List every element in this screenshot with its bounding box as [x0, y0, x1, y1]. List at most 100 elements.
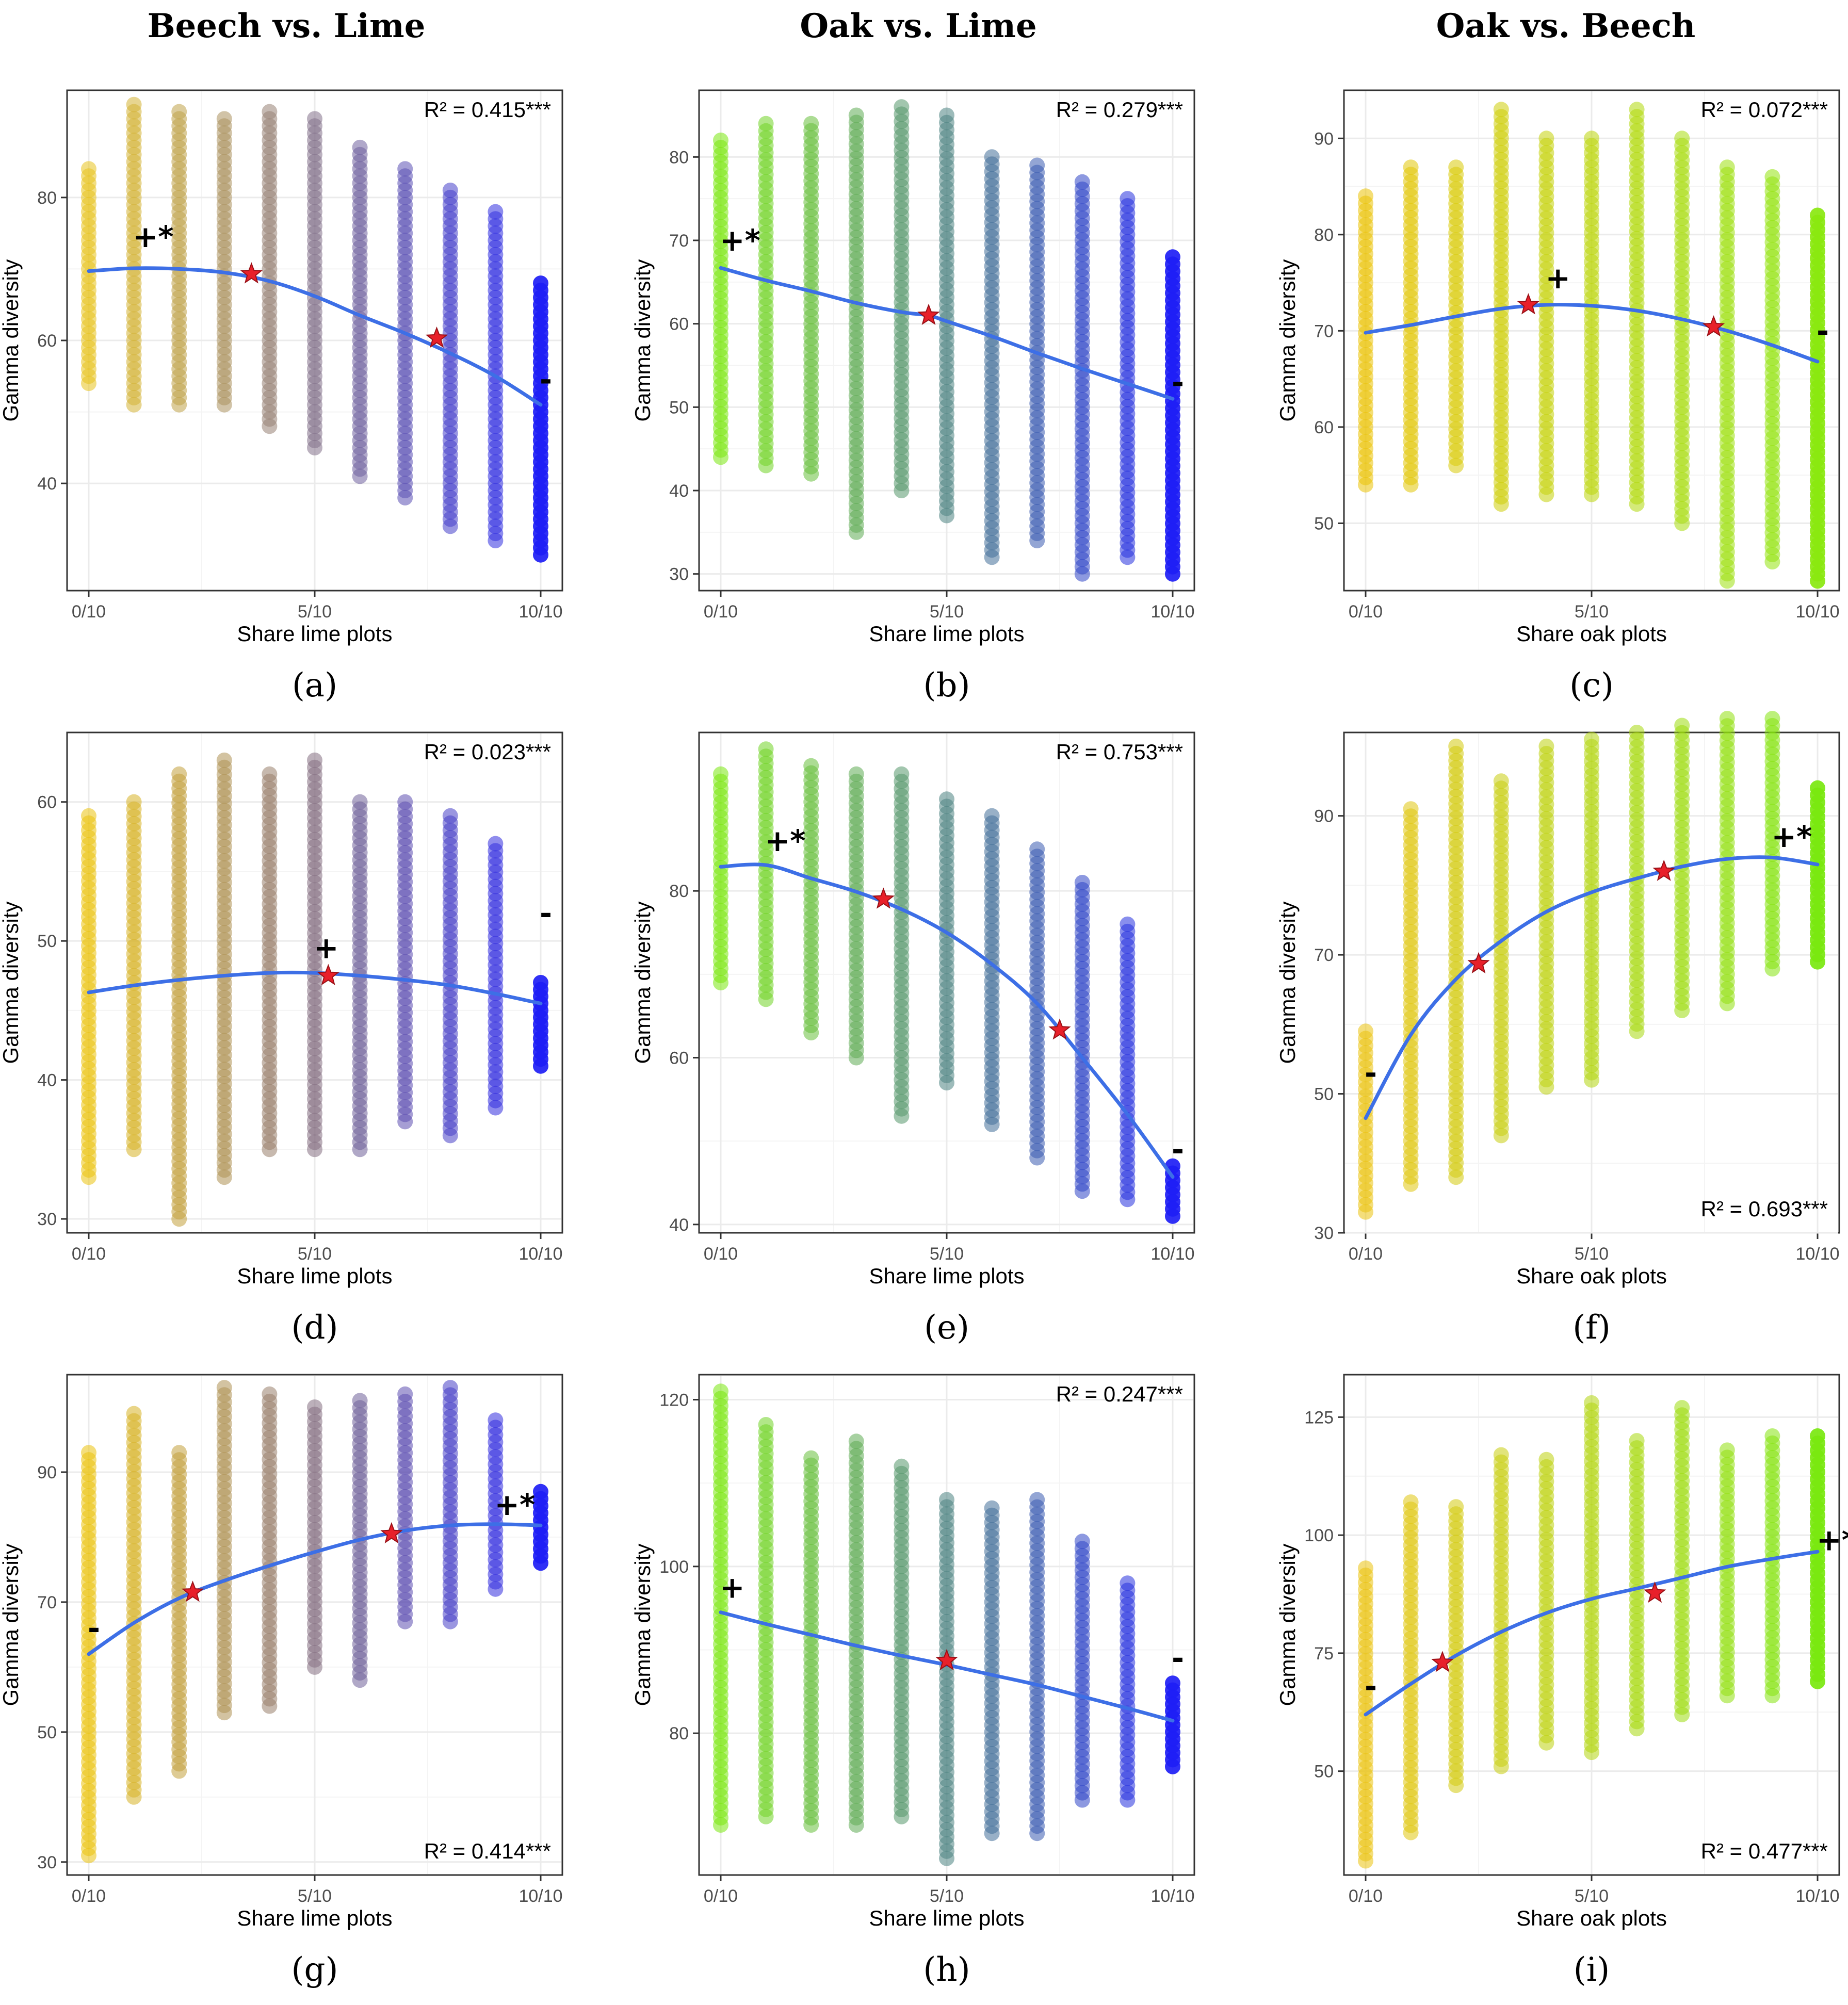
star-marker	[1467, 952, 1490, 974]
data-point	[1029, 533, 1045, 548]
panel-label-g: (g)	[291, 1951, 338, 1989]
y-tick-label: 125	[1304, 1408, 1334, 1427]
r-squared-label: R² = 0.414***	[424, 1839, 551, 1863]
point-column-9	[1764, 711, 1780, 977]
x-axis-label: Share oak plots	[1516, 1264, 1667, 1288]
point-column-9	[1764, 169, 1780, 569]
point-column-6	[984, 808, 1000, 1132]
data-point	[1074, 1183, 1090, 1199]
point-column-2	[803, 116, 819, 482]
point-column-0	[1358, 1560, 1373, 1869]
data-point	[171, 1763, 187, 1779]
y-tick-label: 80	[669, 882, 689, 901]
point-column-1	[126, 96, 142, 413]
panel-label-b: (b)	[923, 666, 970, 705]
x-tick-label: 10/10	[1150, 1244, 1194, 1264]
point-column-8	[442, 808, 458, 1144]
y-tick-label: 50	[1314, 1085, 1334, 1104]
point-column-4	[894, 766, 910, 1124]
data-point	[1493, 496, 1509, 512]
point-column-6	[1629, 725, 1645, 1039]
data-point	[533, 547, 548, 563]
point-column-0	[713, 133, 728, 465]
data-point	[352, 1672, 368, 1688]
data-point	[1074, 566, 1090, 582]
point-column-7	[1674, 131, 1690, 531]
significance-marker: +*	[765, 823, 806, 858]
point-column-0	[1358, 188, 1373, 493]
data-point	[1074, 1792, 1090, 1808]
y-axis-label: Gamma diversity	[1275, 1543, 1300, 1706]
y-tick-label: 40	[669, 1215, 689, 1235]
point-column-0	[713, 766, 728, 990]
data-point	[1538, 1079, 1554, 1095]
point-column-6	[1629, 102, 1645, 512]
column-title-oak-vs-lime: Oak vs. Lime	[800, 7, 1036, 45]
point-column-3	[216, 1380, 232, 1721]
data-point	[1493, 1128, 1509, 1144]
significance-marker: -	[540, 362, 552, 397]
data-point	[984, 1116, 1000, 1132]
data-point	[1165, 566, 1180, 582]
significance-marker: -	[1172, 1132, 1184, 1167]
point-column-1	[1403, 1494, 1419, 1840]
data-point	[1120, 1192, 1136, 1208]
data-point	[171, 397, 187, 413]
data-point	[713, 449, 728, 465]
data-point	[442, 518, 458, 534]
point-column-8	[1719, 159, 1735, 589]
point-column-10	[1165, 249, 1180, 582]
y-tick-label: 90	[1314, 807, 1334, 826]
point-column-5	[307, 1399, 322, 1675]
data-point	[352, 1142, 368, 1158]
point-column-10	[1810, 1428, 1825, 1689]
point-column-10	[533, 975, 548, 1074]
point-column-7	[1029, 1492, 1045, 1841]
x-tick-label: 0/10	[72, 1244, 106, 1264]
data-point	[1674, 515, 1690, 531]
star-marker	[1517, 293, 1540, 315]
star-marker	[935, 1649, 958, 1670]
star-marker	[317, 964, 339, 985]
x-tick-label: 5/10	[930, 1244, 964, 1264]
x-tick-label: 10/10	[1795, 602, 1839, 622]
point-column-4	[262, 104, 278, 434]
point-column-6	[984, 149, 1000, 565]
data-point	[758, 458, 774, 474]
data-point	[488, 1581, 504, 1597]
point-column-10	[1165, 1158, 1180, 1224]
fit-curve	[719, 266, 1175, 401]
point-column-3	[848, 766, 864, 1066]
x-axis-label: Share lime plots	[237, 622, 392, 646]
data-point	[1584, 486, 1599, 502]
data-point	[1165, 1758, 1180, 1774]
x-tick-label: 5/10	[1575, 1244, 1609, 1264]
x-axis-label: Share lime plots	[869, 1906, 1024, 1930]
y-tick-label: 30	[1314, 1224, 1334, 1243]
data-point	[984, 549, 1000, 565]
y-tick-label: 50	[37, 1723, 57, 1742]
y-tick-label: 30	[669, 565, 689, 584]
data-point	[262, 418, 278, 434]
data-point	[488, 533, 504, 548]
point-column-10	[1810, 780, 1825, 970]
point-column-0	[1358, 1023, 1373, 1220]
data-point	[1810, 573, 1825, 589]
data-point	[397, 1613, 413, 1629]
point-column-9	[488, 204, 504, 548]
point-column-8	[442, 183, 458, 534]
column-title-oak-vs-beech: Oak vs. Beech	[1436, 7, 1696, 45]
data-point	[216, 1169, 232, 1185]
y-tick-label: 90	[37, 1463, 57, 1482]
x-tick-label: 5/10	[298, 1886, 332, 1906]
y-tick-label: 40	[37, 474, 57, 494]
y-tick-label: 70	[1314, 946, 1334, 965]
point-column-2	[1448, 1499, 1464, 1794]
x-tick-label: 5/10	[930, 1886, 964, 1906]
point-column-7	[1029, 841, 1045, 1166]
x-tick-label: 0/10	[704, 602, 738, 622]
x-axis-label: Share oak plots	[1516, 1906, 1667, 1930]
point-column-0	[713, 1383, 728, 1833]
